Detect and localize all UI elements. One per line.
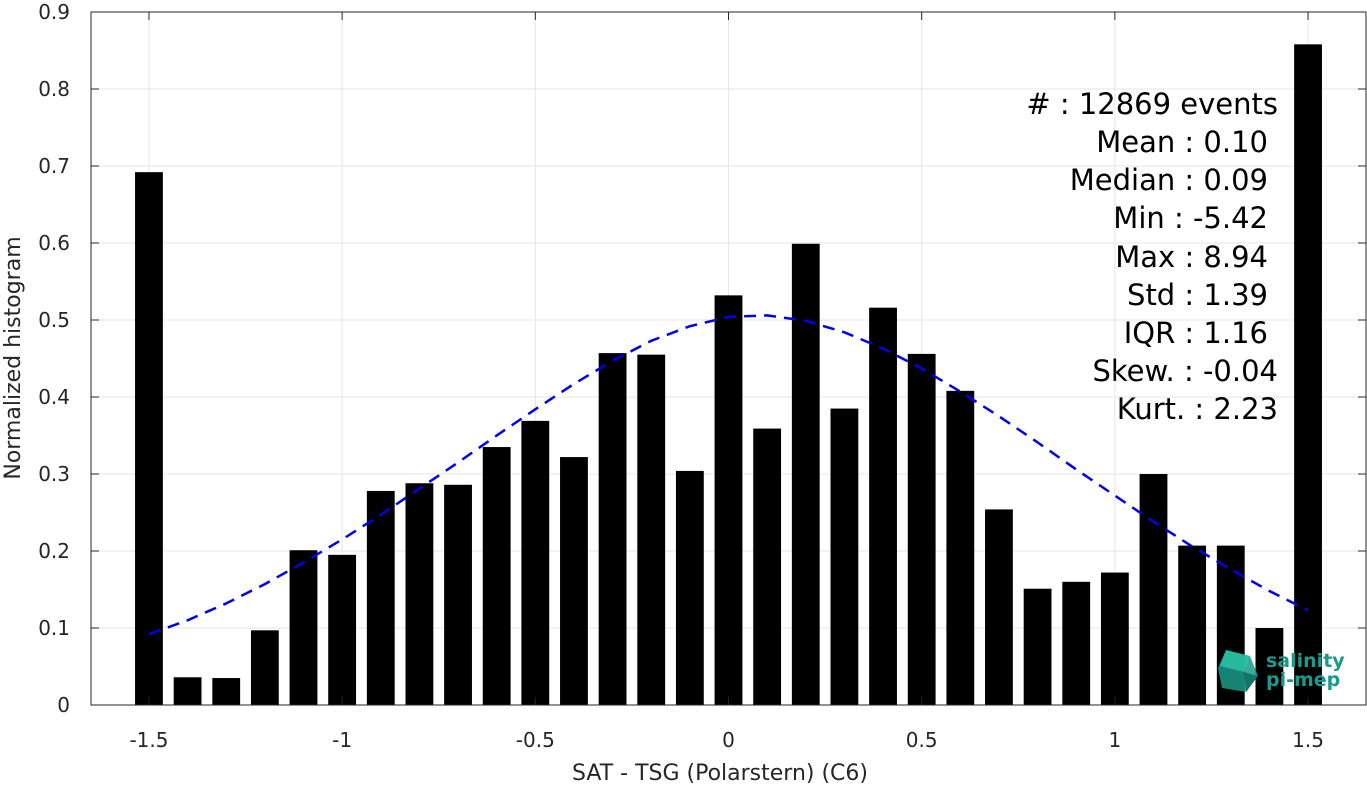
x-axis-label: SAT - TSG (Polarstern) (C6) (572, 761, 868, 785)
histogram-bar (173, 677, 202, 705)
y-axis-label: Normalized histogram (1, 236, 26, 479)
y-tick-label: 0.1 (38, 616, 70, 640)
stat-line: Mean : 0.10 (1096, 125, 1268, 159)
stat-line: Min : -5.42 (1113, 201, 1268, 235)
histogram-bar (1062, 581, 1091, 705)
histogram-bar (675, 470, 704, 705)
y-tick-label: 0.2 (38, 539, 70, 563)
histogram-bar (212, 678, 241, 705)
histogram-bar (1100, 572, 1129, 705)
stat-line: Median : 0.09 (1070, 163, 1268, 197)
histogram-bar (985, 509, 1013, 705)
histogram-bar (714, 295, 743, 705)
x-tick-label: 0.5 (906, 728, 938, 752)
x-tick-label: 1 (1108, 728, 1121, 752)
x-tick-label: 1.5 (1292, 728, 1324, 752)
histogram-bar (560, 457, 588, 705)
tick-labels: -1.5 -1 -0.5 0 0.5 1 1.5 0 0.1 0.2 0.3 0.4 0.5 0.6 0.7… (38, 0, 1324, 752)
y-tick-label: 0.9 (38, 0, 70, 24)
histogram-bar (869, 307, 897, 705)
histogram-bar (135, 172, 163, 705)
fit-curve (148, 314, 1309, 636)
bars (135, 44, 1322, 705)
stat-line: Kurt. : 2.23 (1117, 392, 1278, 426)
logo-line1: salinity (1266, 650, 1345, 672)
histogram-bar (289, 550, 318, 705)
histogram-bar (598, 353, 627, 705)
histogram-bar (405, 483, 434, 705)
histogram-bar (637, 354, 666, 705)
histogram-bar (366, 490, 395, 705)
histogram-bar (1294, 44, 1322, 705)
x-tick-label: -0.5 (516, 728, 555, 752)
histogram-bar (482, 447, 511, 705)
y-tick-label: 0.4 (38, 385, 70, 409)
stat-line: # : 12869 events (1026, 87, 1278, 121)
y-tick-label: 0.7 (38, 154, 70, 178)
histogram-bar (1255, 628, 1284, 705)
histogram-bar (830, 408, 859, 705)
stat-line: Max : 8.94 (1115, 240, 1268, 274)
stat-line: Skew. : -0.04 (1092, 354, 1278, 388)
histogram-bar (1139, 474, 1168, 705)
y-tick-label: 0.6 (38, 231, 70, 255)
salinity-pi-mep-logo: salinity pi-mep (1218, 650, 1345, 692)
histogram-bar (328, 554, 357, 705)
y-tick-label: 0.8 (38, 77, 70, 101)
x-tick-label: -1 (332, 728, 352, 752)
histogram-bar (907, 353, 936, 705)
logo-line2: pi-mep (1266, 669, 1340, 691)
x-tick-label: 0 (722, 728, 735, 752)
histogram-bar (521, 420, 550, 705)
y-tick-label: 0 (57, 693, 70, 717)
stat-line: IQR : 1.16 (1124, 316, 1268, 350)
x-tick-label: -1.5 (129, 728, 168, 752)
y-tick-label: 0.3 (38, 462, 70, 486)
histogram-bar (753, 428, 782, 705)
histogram-bar (791, 243, 820, 705)
stat-line: Std : 1.39 (1127, 278, 1268, 312)
ticks (91, 11, 1366, 706)
stats-box: # : 12869 events Mean : 0.10 Median : 0.09… (1026, 87, 1278, 426)
cube-logo-icon (1218, 650, 1258, 692)
y-tick-label: 0.5 (38, 308, 70, 332)
histogram-bar (1178, 545, 1207, 705)
histogram-bar (250, 630, 279, 705)
histogram-bar (946, 390, 975, 705)
histogram-bar (1023, 588, 1052, 705)
histogram-bar (444, 484, 472, 705)
